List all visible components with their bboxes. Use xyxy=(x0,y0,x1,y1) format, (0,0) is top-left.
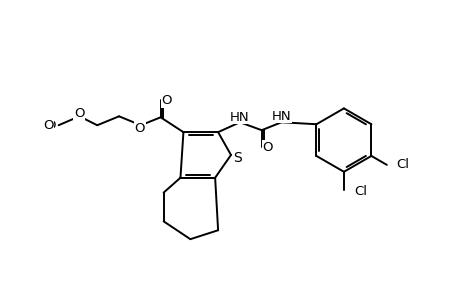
Text: Cl: Cl xyxy=(353,185,366,198)
Text: S: S xyxy=(233,151,242,165)
Text: Cl: Cl xyxy=(396,158,409,171)
Text: O: O xyxy=(134,122,145,135)
Text: HN: HN xyxy=(230,111,249,124)
Text: O: O xyxy=(161,94,172,107)
Text: O: O xyxy=(262,140,272,154)
Text: HN: HN xyxy=(271,110,291,123)
Text: O: O xyxy=(45,119,56,132)
Text: O: O xyxy=(43,119,54,132)
Text: O: O xyxy=(74,107,84,120)
